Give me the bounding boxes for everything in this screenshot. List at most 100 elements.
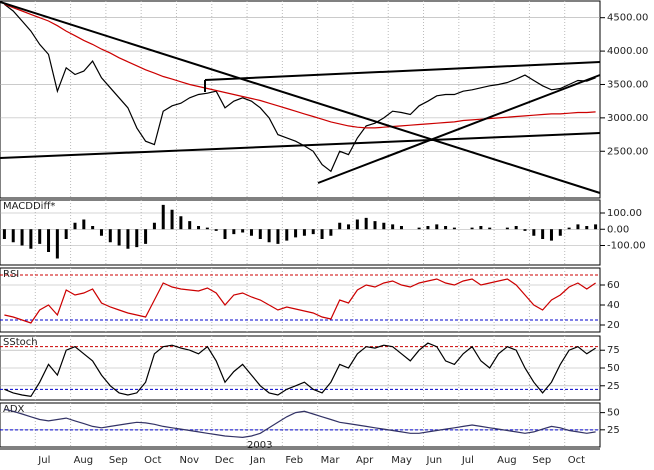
x-tick-label: Sep <box>532 455 551 466</box>
y-tick-label: 50 <box>607 363 620 374</box>
bar <box>399 226 403 230</box>
x-tick-label: Aug <box>497 455 517 466</box>
y-tick-label: 100.00 <box>607 208 642 219</box>
x-tick-label: Feb <box>285 455 303 466</box>
panel: 20 40 60 RSI <box>0 267 620 333</box>
bar <box>294 229 298 238</box>
bar <box>2 229 6 239</box>
panel-title: MACDDiff* <box>3 201 55 212</box>
bar <box>152 222 156 230</box>
y-tick-label: 3500.00 <box>607 79 648 90</box>
panel-title: ADX <box>3 404 25 415</box>
x-tick-label: Jun <box>426 455 443 466</box>
bar <box>541 229 545 239</box>
year-label: 2003 <box>247 440 272 451</box>
bar <box>179 216 183 230</box>
panel: 25 50 ADX <box>0 402 620 448</box>
series-line <box>4 342 596 398</box>
y-tick-label: -100.00 <box>607 241 646 252</box>
bar <box>29 229 33 249</box>
bar <box>549 229 553 241</box>
x-tick-label: Oct <box>568 455 585 466</box>
bar <box>373 221 377 230</box>
panel-frame <box>0 402 601 448</box>
x-tick-label: Oct <box>144 455 161 466</box>
panel-title: RSI <box>3 269 19 280</box>
bar <box>197 226 201 230</box>
bar <box>161 204 165 230</box>
bar <box>188 221 192 230</box>
bar <box>135 229 139 248</box>
bar <box>99 229 103 236</box>
bar <box>82 219 86 230</box>
panel-frame <box>0 199 601 266</box>
bar <box>558 229 562 236</box>
y-tick-label: 2500.00 <box>607 146 648 157</box>
bar <box>488 227 492 230</box>
bar <box>594 224 598 230</box>
x-tick-label: Dec <box>215 455 234 466</box>
bar <box>285 229 289 241</box>
bar <box>108 229 112 243</box>
y-tick-label: 3000.00 <box>607 113 648 124</box>
panel: 100.00 0.00 -100.00 MACDDiff* <box>0 199 646 266</box>
bar <box>126 229 130 249</box>
bar <box>249 229 253 236</box>
bar <box>347 224 351 230</box>
x-tick-label: Sep <box>109 455 128 466</box>
bar <box>567 227 571 230</box>
bar <box>576 224 580 230</box>
bar <box>311 229 315 235</box>
y-tick-label: 25 <box>607 425 620 436</box>
bar <box>452 227 456 230</box>
bar <box>205 227 209 230</box>
panel-frame <box>0 0 601 199</box>
bar <box>73 222 77 230</box>
x-tick-label: Nov <box>179 455 199 466</box>
series-line <box>4 3 596 129</box>
bar <box>532 229 536 236</box>
y-tick-label: 75 <box>607 345 620 356</box>
series-line <box>4 3 596 173</box>
bar <box>505 227 509 230</box>
bar <box>55 229 59 259</box>
panel-frame <box>0 267 601 333</box>
bar <box>47 229 51 252</box>
bar <box>232 229 236 235</box>
bar <box>391 224 395 230</box>
bar <box>444 226 448 230</box>
bar <box>267 229 271 243</box>
bar <box>355 219 359 230</box>
bar <box>214 229 218 231</box>
y-tick-label: 4500.00 <box>607 13 648 24</box>
y-tick-label: 0.00 <box>607 224 629 235</box>
bar <box>223 229 227 239</box>
x-tick-label: Jul <box>37 455 50 466</box>
y-tick-label: 60 <box>607 280 620 291</box>
bar <box>38 229 42 244</box>
bar <box>329 229 333 236</box>
bar <box>170 209 174 230</box>
bar <box>338 222 342 230</box>
y-tick-label: 25 <box>607 381 620 392</box>
panel: 2500.00 3000.00 3500.00 4000.00 4500.00 <box>0 0 648 199</box>
bar <box>364 217 368 230</box>
trendline <box>204 61 601 81</box>
bar <box>435 224 439 230</box>
series-line <box>4 278 596 324</box>
bar <box>320 229 324 239</box>
x-tick-label: Jul <box>461 455 474 466</box>
bar <box>585 226 589 230</box>
bar <box>276 229 280 244</box>
bar <box>241 229 245 233</box>
bar <box>302 229 306 236</box>
y-tick-label: 50 <box>607 408 620 419</box>
bar <box>20 229 24 246</box>
x-tick-label: Apr <box>356 455 374 466</box>
bar <box>144 229 148 244</box>
y-tick-label: 20 <box>607 320 620 331</box>
bar <box>64 229 68 239</box>
trendline <box>0 1 601 194</box>
panel-title: SStoch <box>3 337 38 348</box>
